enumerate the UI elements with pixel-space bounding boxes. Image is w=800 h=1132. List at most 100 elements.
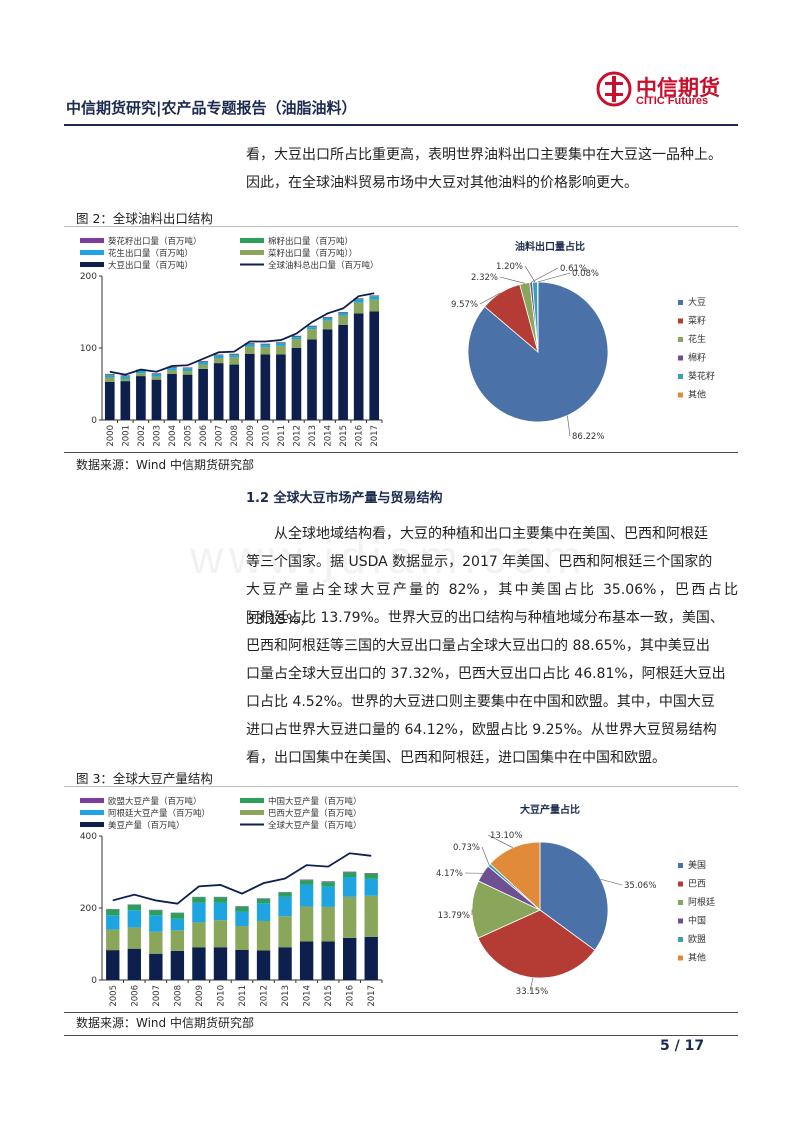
c3-bar-3-5 <box>213 897 228 903</box>
section-line-6: 口量占全球大豆出口的 37.32%，巴西大豆出口占比 46.81%，阿根廷大豆出 <box>246 666 726 682</box>
section-line-8: 进口占世界大豆进口量的 64.12%，欧盟占比 9.25%。从世界大豆贸易结构 <box>246 722 717 738</box>
c3-bar-4-11 <box>343 871 357 873</box>
c1-bar-4-1 <box>120 375 131 377</box>
figure3-title: 图 3：全球大豆产量结构 <box>76 771 213 786</box>
c3-legend-label-0: 欧盟大豆产量（百万吨） <box>108 796 202 807</box>
c1-x-tick-label-11: 2011 <box>277 425 287 447</box>
c3-x-tick-label-8: 2013 <box>281 985 291 1007</box>
c3-bar-1-8 <box>278 916 292 948</box>
c1-total-line-path <box>109 292 375 376</box>
c1-bar-3-12 <box>291 336 302 338</box>
chart-soybean-production-share: 大豆产量占比 35.06% 33.15% 13.79% 4.17% 0.73% 13.10… <box>436 803 715 997</box>
c4-legend-swatch-5 <box>678 955 683 961</box>
c2-legend-swatch-2 <box>678 337 683 342</box>
c1-x-tick-label-12: 2012 <box>292 425 302 447</box>
figure2-title: 图 2：全球油料出口结构 <box>76 211 213 226</box>
c3-bar-3-8 <box>278 892 292 897</box>
c1-bar-1-7 <box>213 358 224 364</box>
c1-bar-3-8 <box>229 354 240 356</box>
c1-bar-0-17 <box>369 311 380 420</box>
c1-bar-2-16 <box>353 299 364 303</box>
chart1-total-line <box>109 292 375 376</box>
c2-legend-swatch-4 <box>678 374 683 379</box>
c1-bar-0-12 <box>291 348 302 420</box>
c1-bar-3-13 <box>307 326 317 328</box>
c1-x-tick-label-2: 2002 <box>137 425 147 447</box>
section-line-2: 等三个国家。据 USDA 数据显示，2017 年美国、巴西和阿根廷三个国家的 <box>246 554 713 570</box>
c3-bar-1-7 <box>256 920 271 951</box>
c1-legend-label-2: 花生出口量（百万吨） <box>108 248 193 259</box>
c4-slice-1 <box>477 909 596 979</box>
figure3-top-rule <box>64 786 738 787</box>
c3-bar-1-1 <box>127 927 141 949</box>
c1-bar-2-14 <box>322 318 333 321</box>
c1-x-tick-label-13: 2013 <box>308 425 318 447</box>
c1-bar-3-3 <box>151 373 162 375</box>
c3-bar-3-7 <box>256 898 271 904</box>
c3-legend-swatch-3 <box>240 810 264 815</box>
c3-bar-0-9 <box>299 941 314 980</box>
c1-bar-3-10 <box>260 344 271 346</box>
c1-bar-2-11 <box>276 343 286 346</box>
c1-bar-3-0 <box>104 374 115 376</box>
c1-legend-label-1: 棉籽出口量（百万吨） <box>268 236 353 247</box>
c1-bar-4-16 <box>353 298 364 300</box>
c1-bar-2-17 <box>369 296 380 300</box>
chart1-legend: 葵花籽出口量（百万吨） 棉籽出口量（百万吨） 花生出口量（百万吨） 菜籽出口量（百万吨… <box>80 236 379 271</box>
c2-leader-5 <box>537 272 571 283</box>
chart1-bars <box>104 295 380 420</box>
c3-bar-3-4 <box>192 897 206 903</box>
c3-legend-label-5: 全球大豆产量（百万吨） <box>268 820 362 831</box>
c1-bar-2-13 <box>307 327 317 330</box>
c3-bar-1-12 <box>364 895 378 937</box>
logo-text-english: CITIC Futures <box>636 95 709 107</box>
c1-bar-1-17 <box>369 299 380 312</box>
c4-legend-swatch-2 <box>678 900 683 905</box>
c1-bar-3-15 <box>338 312 348 314</box>
c1-bar-2-3 <box>151 374 162 377</box>
c1-bar-0-8 <box>229 364 240 420</box>
c1-bar-2-2 <box>136 371 146 374</box>
c1-bar-3-2 <box>136 370 146 372</box>
c3-bar-2-5 <box>213 902 228 921</box>
c4-legend-swatch-1 <box>678 881 683 887</box>
c1-bar-1-9 <box>244 346 255 354</box>
c1-bar-2-0 <box>104 375 115 378</box>
c3-bar-2-2 <box>149 915 163 932</box>
chart-oilseed-export-share: 油料出口量占比 86.22%9.57%2.32%0.61%1.20%0.08% … <box>451 240 715 442</box>
c1-bar-3-17 <box>369 296 380 297</box>
c1-bar-0-0 <box>104 381 115 420</box>
c1-bar-3-4 <box>167 367 177 369</box>
c3-x-tick-label-2: 2007 <box>152 985 162 1007</box>
c1-x-tick-label-5: 2005 <box>184 425 194 447</box>
c3-bar-2-12 <box>364 878 378 896</box>
c1-legend-swatch-4 <box>80 262 104 267</box>
figure3-source: 数据来源：Wind 中信期货研究部 <box>76 1016 254 1030</box>
c3-bar-0-6 <box>235 949 249 980</box>
c1-bar-1-0 <box>104 377 115 382</box>
c3-bar-2-6 <box>235 911 249 926</box>
c3-bar-3-2 <box>149 910 163 916</box>
c4-legend-label-0: 美国 <box>688 859 706 871</box>
c4-value-label-2: 13.79% <box>438 911 470 921</box>
section-line-1: 从全球地域结构看，大豆的种植和出口主要集中在美国、巴西和阿根廷 <box>274 526 708 542</box>
chart-soybean-production: 欧盟大豆产量（百万吨） 中国大豆产量（百万吨） 阿根廷大豆产量（百万吨） 巴西大豆产量… <box>80 796 383 1007</box>
c3-bar-3-1 <box>127 904 141 911</box>
c1-bar-0-3 <box>151 379 162 420</box>
c3-x-tick-label-9: 2014 <box>303 985 313 1007</box>
c3-bar-2-11 <box>343 877 357 897</box>
header-divider <box>64 124 738 126</box>
c1-bar-1-6 <box>198 364 208 369</box>
c1-bar-1-8 <box>229 357 240 365</box>
c4-legend-swatch-4 <box>678 937 683 942</box>
c3-x-tick-label-5: 2010 <box>216 985 226 1007</box>
c1-bar-2-4 <box>167 368 177 371</box>
c1-bar-3-9 <box>244 343 255 345</box>
c3-bar-2-0 <box>106 915 120 930</box>
c3-bar-3-10 <box>321 882 335 887</box>
c3-x-tick-label-11: 2016 <box>346 985 356 1007</box>
c1-bar-4-7 <box>213 354 224 356</box>
chart2-title: 油料出口量占比 <box>515 240 585 253</box>
